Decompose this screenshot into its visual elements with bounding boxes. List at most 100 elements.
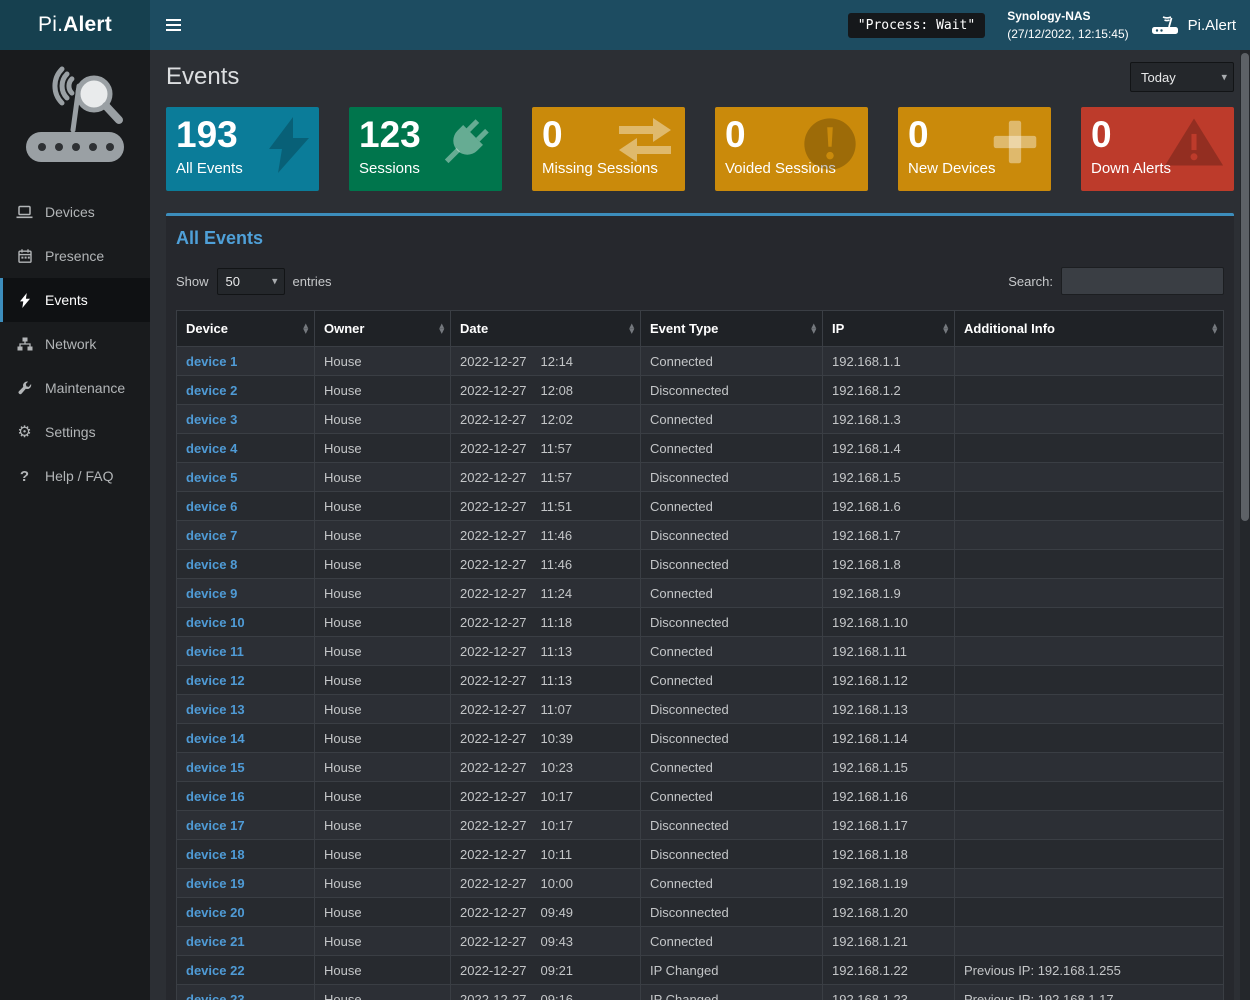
- additional-info-cell: [954, 723, 1224, 753]
- stat-value: 123: [359, 114, 421, 155]
- device-link[interactable]: device 11: [186, 643, 244, 659]
- sort-icon: ▴ ▾: [439, 319, 444, 336]
- scrollbar-thumb[interactable]: [1241, 53, 1249, 521]
- event-type-cell: Disconnected: [640, 549, 823, 579]
- process-status-badge: "Process: Wait": [847, 12, 986, 38]
- date-cell: 2022-12-27 11:13: [450, 636, 641, 666]
- device-link[interactable]: device 4: [186, 440, 238, 456]
- date-cell: 2022-12-27 11:24: [450, 578, 641, 608]
- device-link[interactable]: device 20: [186, 904, 245, 920]
- stat-card-down-alerts[interactable]: 0 Down Alerts: [1081, 107, 1234, 191]
- owner-cell: House: [314, 346, 451, 376]
- device-link[interactable]: device 18: [186, 846, 245, 862]
- device-link[interactable]: device 3: [186, 411, 238, 427]
- device-link[interactable]: device 16: [186, 788, 245, 804]
- additional-info-cell: [954, 607, 1224, 637]
- stat-value: 0: [1091, 114, 1112, 155]
- column-header-date[interactable]: Date ▴ ▾: [450, 310, 641, 347]
- exchange-icon: [615, 116, 675, 164]
- table-row: device 1 House 2022-12-27 12:14 Connected…: [176, 346, 1224, 376]
- device-link[interactable]: device 23: [186, 991, 245, 1000]
- sort-icon: ▴ ▾: [943, 319, 948, 336]
- topbar: Pi. Alert "Process: Wait" Synology-NAS (2…: [0, 0, 1250, 50]
- column-header-ip[interactable]: IP ▴ ▾: [822, 310, 955, 347]
- ip-cell: 192.168.1.13: [822, 694, 955, 724]
- device-link[interactable]: device 17: [186, 817, 245, 833]
- device-link[interactable]: device 2: [186, 382, 238, 398]
- event-type-cell: Disconnected: [640, 694, 823, 724]
- sidebar-item-network[interactable]: Network: [0, 322, 150, 366]
- stat-label: Missing Sessions: [542, 159, 658, 177]
- sidebar-item-help[interactable]: ? Help / FAQ: [0, 454, 150, 498]
- device-link[interactable]: device 1: [186, 353, 238, 369]
- date-cell: 2022-12-27 12:02: [450, 404, 641, 434]
- table-row: device 23 House 2022-12-27 09:16 IP Chang…: [176, 984, 1224, 1000]
- column-header-event-type[interactable]: Event Type ▴ ▾: [640, 310, 823, 347]
- event-type-cell: Connected: [640, 636, 823, 666]
- stat-value: 0: [725, 114, 746, 155]
- event-type-cell: IP Changed: [640, 955, 823, 985]
- column-header-owner[interactable]: Owner ▴ ▾: [314, 310, 451, 347]
- stat-card-voided-sessions[interactable]: 0 Voided Sessions: [715, 107, 868, 191]
- search-input[interactable]: [1061, 267, 1224, 295]
- device-link[interactable]: device 10: [186, 614, 245, 630]
- device-link[interactable]: device 9: [186, 585, 238, 601]
- device-link[interactable]: device 7: [186, 527, 238, 543]
- stat-card-new-devices[interactable]: 0 New Devices: [898, 107, 1051, 191]
- hamburger-icon[interactable]: [150, 0, 196, 50]
- table-row: device 19 House 2022-12-27 10:00 Connecte…: [176, 868, 1224, 898]
- device-link[interactable]: device 6: [186, 498, 238, 514]
- event-type-cell: Disconnected: [640, 520, 823, 550]
- device-link[interactable]: device 19: [186, 875, 245, 891]
- column-header-additional-info[interactable]: Additional Info ▴ ▾: [954, 310, 1224, 347]
- host-name: Synology-NAS: [1007, 9, 1091, 23]
- sidebar-item-events[interactable]: Events: [0, 278, 150, 322]
- stat-label: New Devices: [908, 159, 996, 177]
- date-cell: 2022-12-27 12:14: [450, 346, 641, 376]
- stat-label: Sessions: [359, 159, 420, 177]
- table-row: device 6 House 2022-12-27 11:51 Connected…: [176, 491, 1224, 521]
- ip-cell: 192.168.1.10: [822, 607, 955, 637]
- ip-cell: 192.168.1.11: [822, 636, 955, 666]
- event-type-cell: IP Changed: [640, 984, 823, 1000]
- owner-cell: House: [314, 462, 451, 492]
- device-link[interactable]: device 12: [186, 672, 245, 688]
- period-select[interactable]: Today: [1130, 62, 1234, 92]
- ip-cell: 192.168.1.16: [822, 781, 955, 811]
- device-link[interactable]: device 8: [186, 556, 238, 572]
- sidebar-item-devices[interactable]: Devices: [0, 190, 150, 234]
- sort-icon: ▴ ▾: [1212, 319, 1217, 336]
- owner-cell: House: [314, 607, 451, 637]
- date-cell: 2022-12-27 09:49: [450, 897, 641, 927]
- device-cell: device 4: [176, 433, 315, 463]
- device-link[interactable]: device 15: [186, 759, 245, 775]
- sidebar-item-settings[interactable]: ⚙ Settings: [0, 410, 150, 454]
- additional-info-cell: [954, 781, 1224, 811]
- additional-info-cell: [954, 520, 1224, 550]
- scrollbar[interactable]: [1240, 50, 1250, 1000]
- column-header-device[interactable]: Device ▴ ▾: [176, 310, 315, 347]
- app-logo-suffix: Alert: [63, 13, 112, 36]
- ip-cell: 192.168.1.19: [822, 868, 955, 898]
- app-logo[interactable]: Pi. Alert: [0, 0, 150, 50]
- topbar-brand[interactable]: Pi.Alert: [1151, 15, 1236, 35]
- device-link[interactable]: device 21: [186, 933, 245, 949]
- device-cell: device 19: [176, 868, 315, 898]
- sidebar-item-presence[interactable]: Presence: [0, 234, 150, 278]
- sidebar-item-maintenance[interactable]: Maintenance: [0, 366, 150, 410]
- stat-card-all-events[interactable]: 193 All Events: [166, 107, 319, 191]
- network-icon: [15, 337, 34, 351]
- page-length-select[interactable]: 50: [216, 267, 285, 295]
- device-link[interactable]: device 22: [186, 962, 245, 978]
- exclamation-icon: [802, 116, 858, 172]
- stat-card-missing-sessions[interactable]: 0 Missing Sessions: [532, 107, 685, 191]
- host-timestamp: (27/12/2022, 12:15:45): [1007, 27, 1129, 41]
- table-row: device 4 House 2022-12-27 11:57 Connected…: [176, 433, 1224, 463]
- bolt-icon: [269, 116, 309, 174]
- device-link[interactable]: device 13: [186, 701, 245, 717]
- table-row: device 8 House 2022-12-27 11:46 Disconnec…: [176, 549, 1224, 579]
- device-cell: device 15: [176, 752, 315, 782]
- device-link[interactable]: device 14: [186, 730, 245, 746]
- stat-card-sessions[interactable]: 123 Sessions: [349, 107, 502, 191]
- device-link[interactable]: device 5: [186, 469, 238, 485]
